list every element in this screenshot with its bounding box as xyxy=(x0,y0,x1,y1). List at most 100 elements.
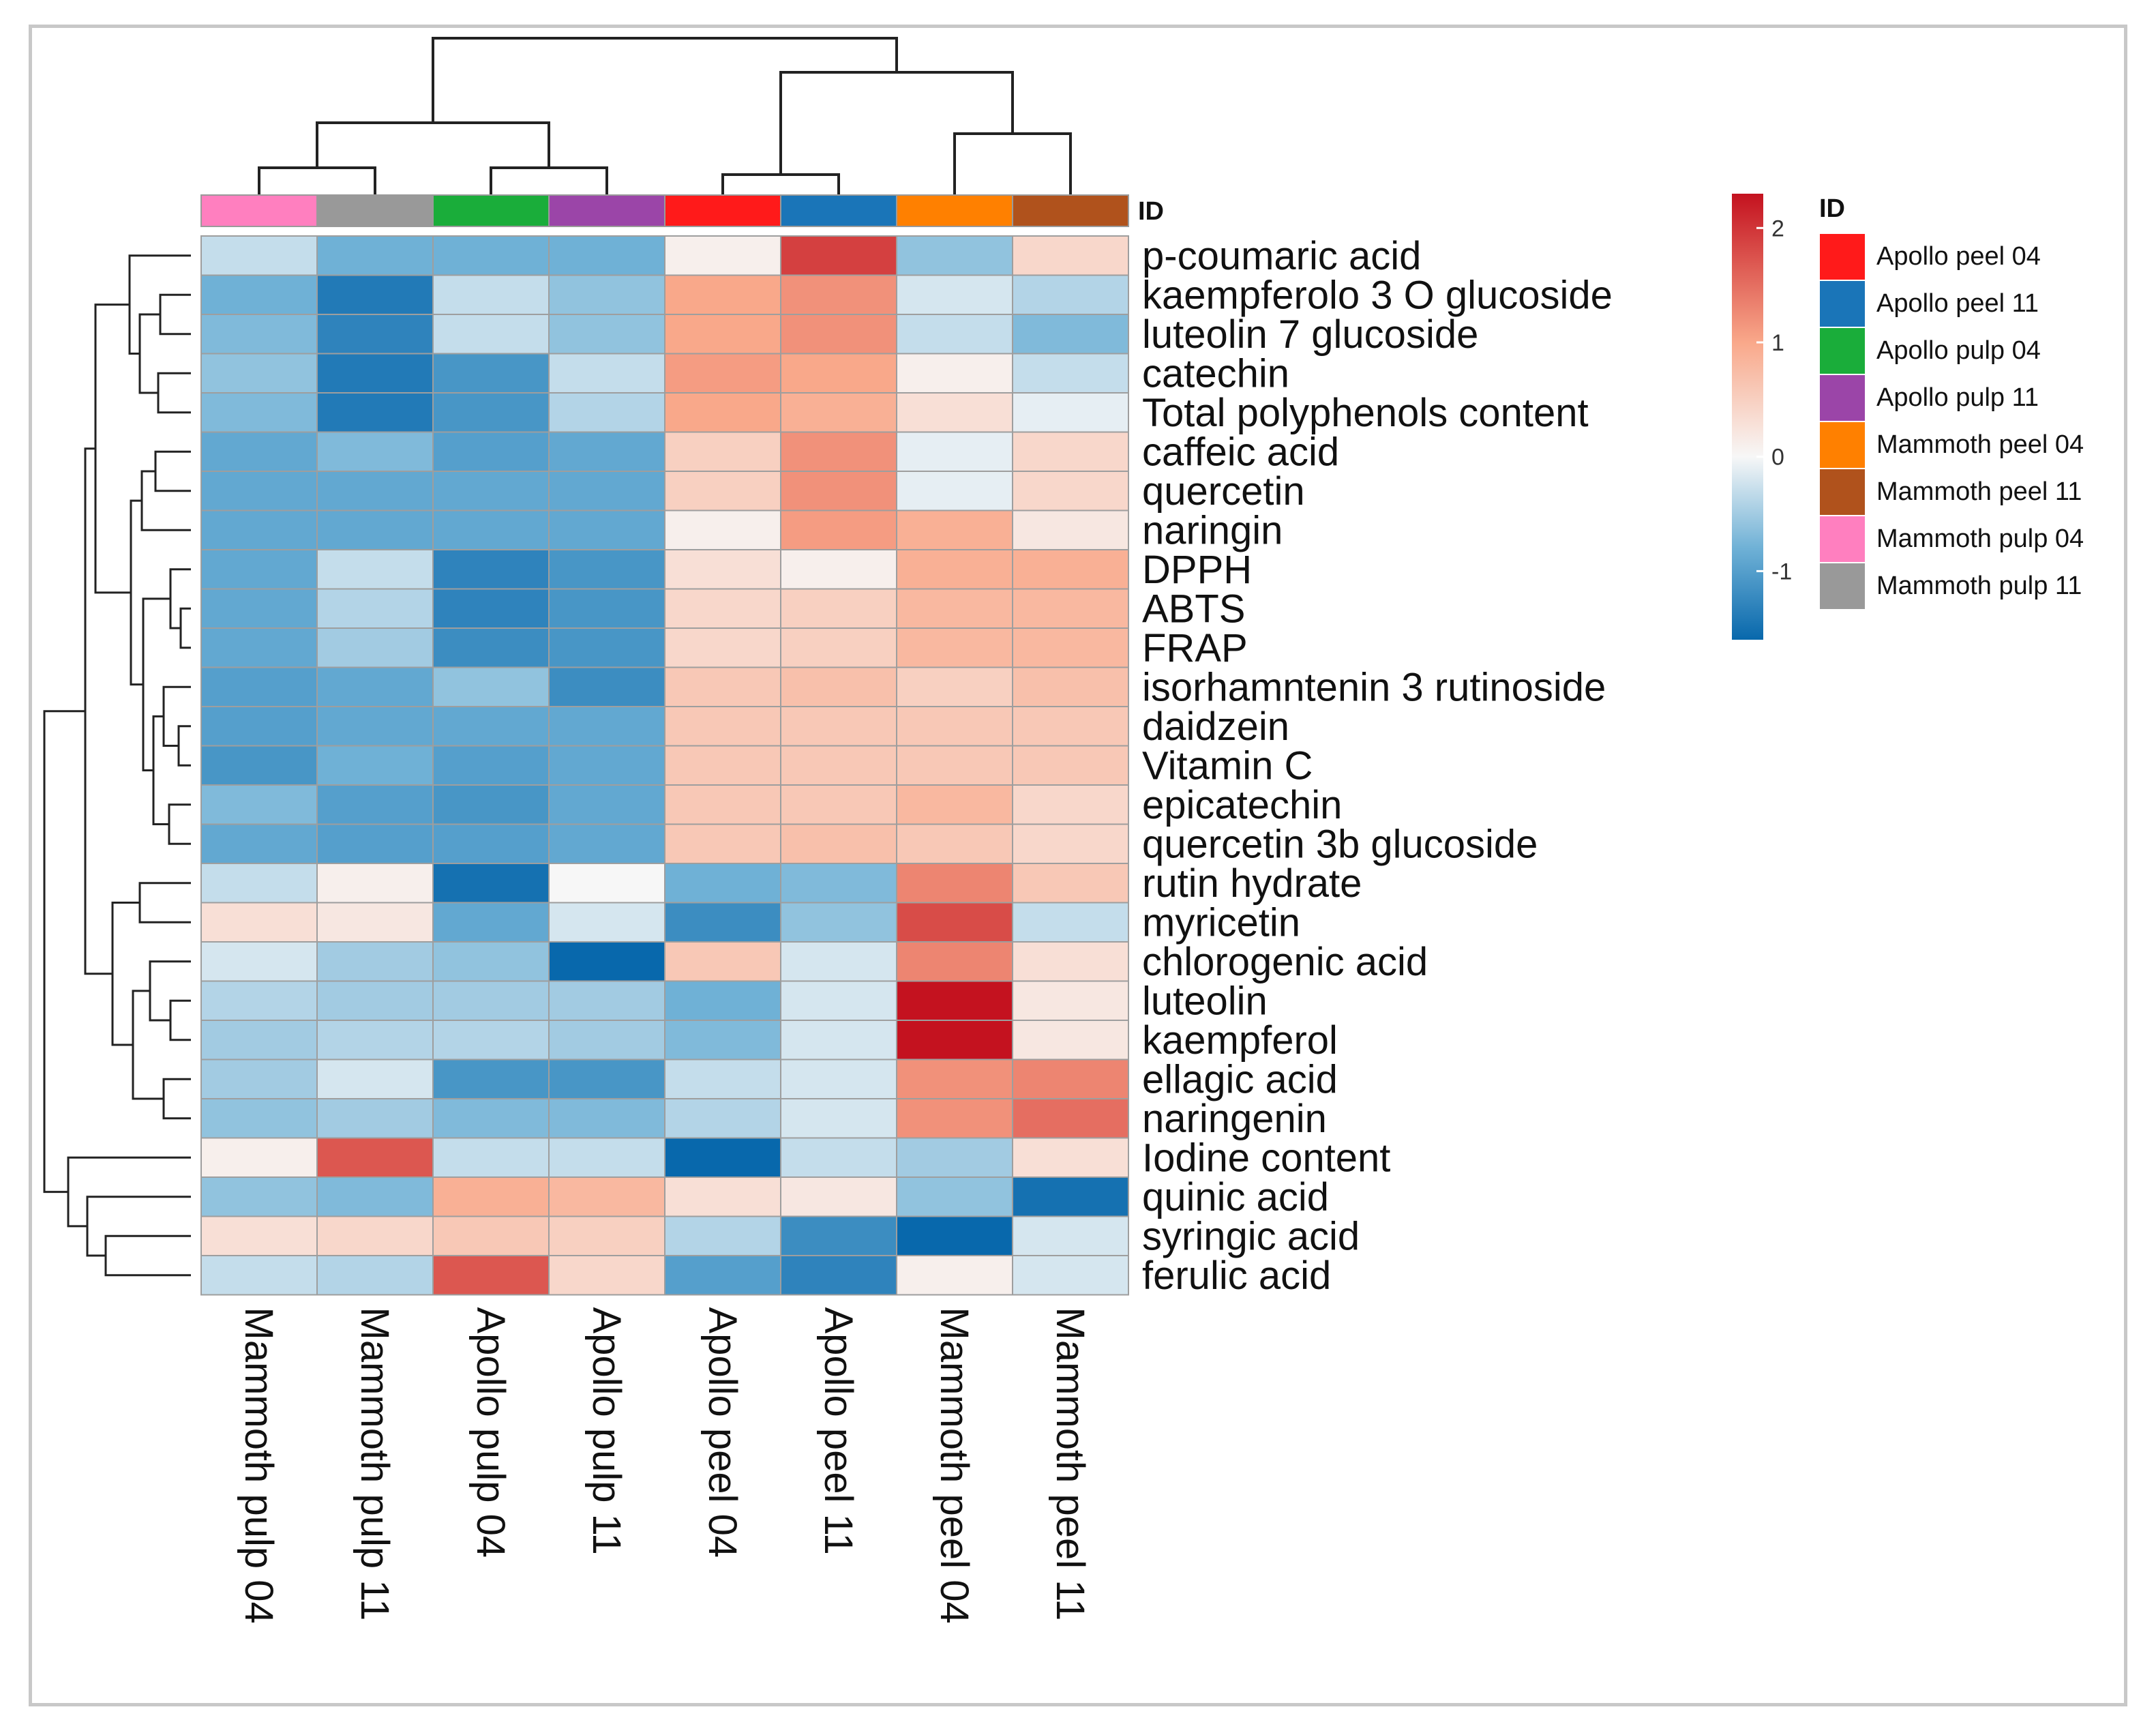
annotation-bar: ID xyxy=(200,194,1164,227)
column-dendrogram xyxy=(258,37,1072,195)
heatmap-cell xyxy=(664,1058,781,1099)
heatmap-cell xyxy=(316,392,434,433)
heatmap-cell xyxy=(316,549,434,590)
heatmap-cell xyxy=(1012,1176,1129,1217)
dendrogram-branch xyxy=(168,803,191,845)
heatmap-cell xyxy=(200,353,318,394)
heatmap-cell xyxy=(200,627,318,668)
heatmap-cell xyxy=(316,666,434,707)
row-label: quercetin 3b glucoside xyxy=(1142,822,1538,866)
heatmap-cell xyxy=(896,706,1013,747)
heatmap-cell xyxy=(432,353,550,394)
heatmap-cell xyxy=(780,274,897,315)
heatmap-cell xyxy=(200,431,318,472)
heatmap-cell xyxy=(780,431,897,472)
heatmap-cell xyxy=(432,745,550,786)
row-label: kaempferol xyxy=(1142,1018,1338,1063)
dendrogram-branch xyxy=(104,1234,191,1277)
heatmap-cell xyxy=(780,1020,897,1061)
heatmap-cell xyxy=(548,471,665,512)
heatmap-cell xyxy=(548,588,665,629)
row-label: DPPH xyxy=(1142,548,1252,592)
heatmap-cell xyxy=(316,1058,434,1099)
heatmap-cell xyxy=(896,1020,1013,1061)
heatmap-cell xyxy=(896,745,1013,786)
heatmap-cell xyxy=(1012,745,1129,786)
heatmap-cell xyxy=(1012,980,1129,1021)
heatmap-cell xyxy=(896,627,1013,668)
legend-label: Mammoth pulp 11 xyxy=(1876,572,2082,600)
heatmap-cell xyxy=(432,980,550,1021)
heatmap-cell xyxy=(664,509,781,550)
heatmap-cell xyxy=(316,274,434,315)
heatmap-cell xyxy=(780,1098,897,1139)
heatmap-cell xyxy=(548,1176,665,1217)
heatmap-cell xyxy=(548,549,665,590)
heatmap-cell xyxy=(316,863,434,904)
dendrogram-branch xyxy=(152,715,169,825)
heatmap-cell xyxy=(664,353,781,394)
row-label: rutin hydrate xyxy=(1142,861,1362,906)
heatmap-cell xyxy=(664,941,781,982)
heatmap-cell xyxy=(548,784,665,825)
heatmap-cell xyxy=(780,863,897,904)
annotation-cell xyxy=(664,194,781,227)
heatmap-cell xyxy=(1012,902,1129,943)
column-label: Mammoth peel 04 xyxy=(932,1307,976,1624)
heatmap-cell xyxy=(896,588,1013,629)
heatmap-cell xyxy=(432,1137,550,1178)
heatmap-cell xyxy=(548,509,665,550)
heatmap-cell xyxy=(1012,784,1129,825)
heatmap-cell xyxy=(200,863,318,904)
heatmap-cell xyxy=(664,1098,781,1139)
heatmap-cell xyxy=(1012,471,1129,512)
heatmap-cell xyxy=(780,509,897,550)
heatmap-cell xyxy=(316,1255,434,1296)
row-label: p-coumaric acid xyxy=(1142,234,1421,278)
column-labels: Mammoth pulp 04 Mammoth pulp 11 Apollo pul… xyxy=(237,1307,1092,1624)
heatmap-cell xyxy=(548,1137,665,1178)
annotation-cell xyxy=(316,194,434,227)
dendrogram-branch xyxy=(138,882,191,923)
heatmap-cell xyxy=(548,1058,665,1099)
heatmap-cell xyxy=(432,392,550,433)
heatmap-cell xyxy=(316,509,434,550)
heatmap-cell xyxy=(432,588,550,629)
heatmap-cell xyxy=(1012,431,1129,472)
heatmap-cell xyxy=(316,784,434,825)
color-scale-tick-label: 0 xyxy=(1771,445,1784,471)
heatmap-cell xyxy=(896,314,1013,355)
dendrogram-branch xyxy=(179,607,191,649)
legend-swatch xyxy=(1818,327,1866,375)
heatmap-cell xyxy=(548,627,665,668)
heatmap-cell xyxy=(780,588,897,629)
heatmap-cell xyxy=(548,666,665,707)
heatmap-cell xyxy=(548,745,665,786)
color-scale-legend: 2 1 0 -1 xyxy=(1732,194,1792,640)
heatmap-cell xyxy=(316,706,434,747)
heatmap-cell xyxy=(664,902,781,943)
heatmap-cell xyxy=(1012,706,1129,747)
id-legend-title: ID xyxy=(1819,194,1845,223)
heatmap-cell xyxy=(432,314,550,355)
row-label: ferulic acid xyxy=(1142,1254,1331,1298)
heatmap-cell xyxy=(316,902,434,943)
annotation-cell xyxy=(780,194,897,227)
heatmap-cell xyxy=(1012,1098,1129,1139)
dendrogram-branch xyxy=(157,372,191,414)
dendrogram-branch xyxy=(94,303,131,594)
color-scale-tick-label: 1 xyxy=(1771,330,1784,356)
heatmap-cell xyxy=(780,666,897,707)
heatmap-cell xyxy=(896,666,1013,707)
heatmap-cell xyxy=(780,471,897,512)
heatmap-cell xyxy=(780,745,897,786)
heatmap-cell xyxy=(432,902,550,943)
heatmap-cell xyxy=(316,314,434,355)
heatmap-cell xyxy=(1012,1058,1129,1099)
heatmap-cell xyxy=(896,509,1013,550)
heatmap-cell xyxy=(664,235,781,276)
row-label: kaempferolo 3 O glucoside xyxy=(1142,273,1613,317)
legend-label: Apollo pulp 11 xyxy=(1876,383,2039,412)
heatmap-cell xyxy=(200,941,318,982)
row-label: daidzein xyxy=(1142,705,1289,749)
